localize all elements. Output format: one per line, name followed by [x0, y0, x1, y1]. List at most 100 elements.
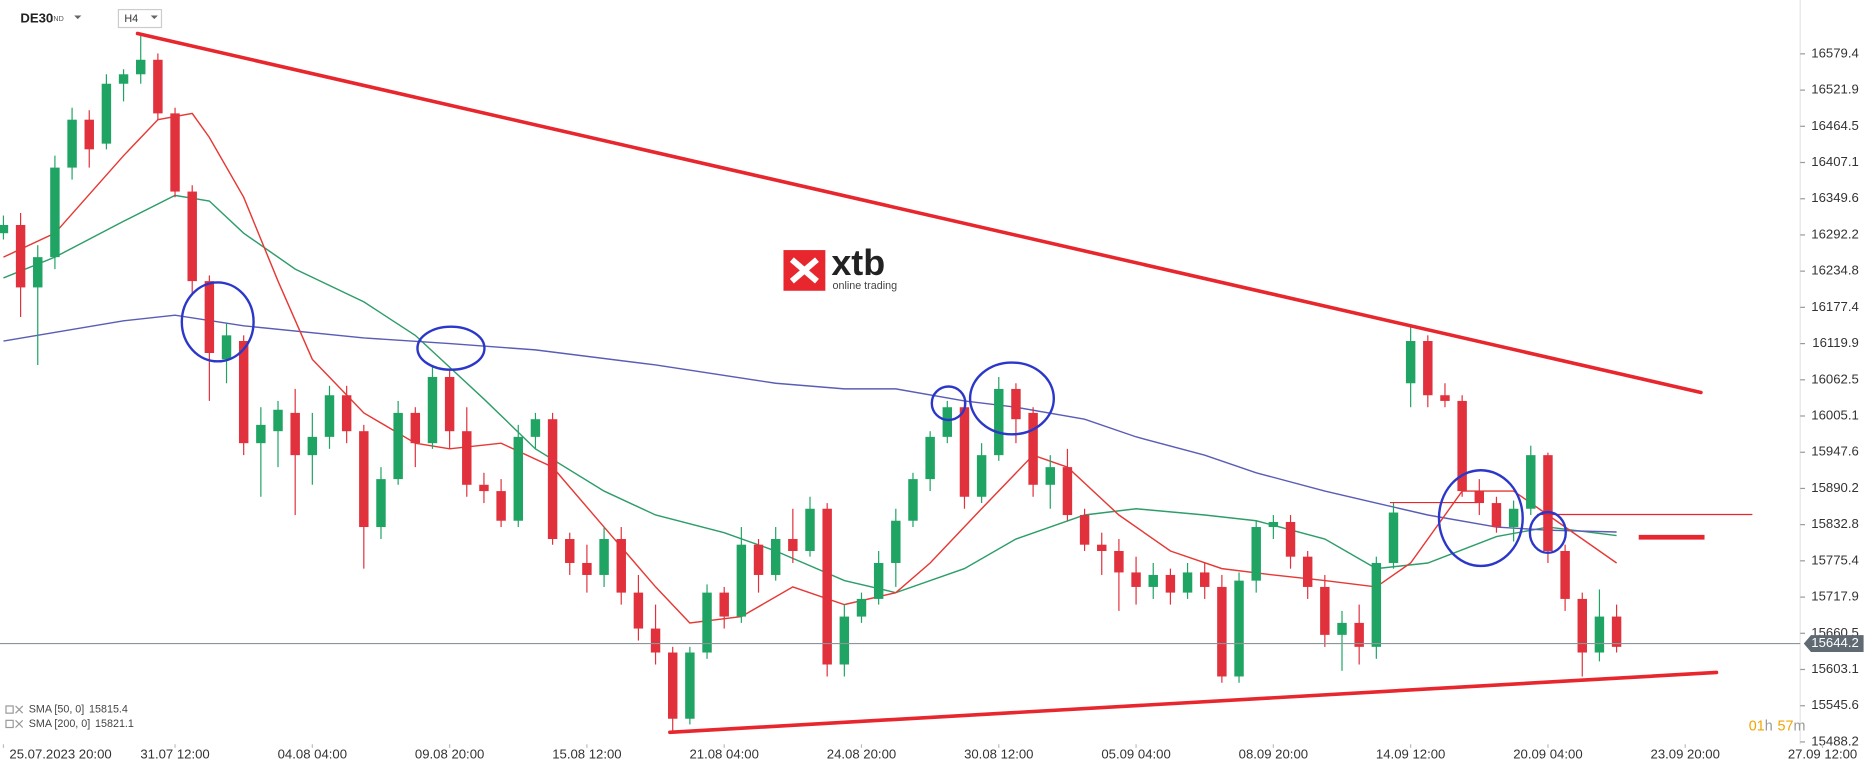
candle-body: [1474, 491, 1485, 504]
candle-body: [50, 167, 60, 258]
candle-body: [1131, 572, 1141, 587]
y-tick-label: 16292.2: [1811, 226, 1859, 241]
y-tick-label: 16349.6: [1811, 190, 1859, 205]
candle-body: [67, 119, 77, 168]
candle-body: [599, 539, 609, 575]
legend-value: 15815.4: [89, 703, 128, 715]
candle-body: [427, 376, 438, 444]
candle-body: [359, 431, 369, 528]
countdown-m: m: [1793, 718, 1805, 734]
candle-body: [565, 539, 575, 563]
candle-body: [1526, 455, 1536, 509]
y-tick-label: 16521.9: [1811, 82, 1859, 97]
candle-body: [1423, 341, 1433, 396]
candle-body: [891, 520, 901, 563]
candle-body: [685, 652, 695, 719]
candle-body: [1217, 586, 1227, 677]
symbol-dropdown[interactable]: [74, 15, 82, 20]
candle-body: [1045, 467, 1055, 485]
x-tick-label: 24.08 20:00: [827, 747, 896, 762]
candle-body: [1165, 574, 1176, 593]
timeframe-dropdown[interactable]: [150, 15, 158, 20]
candle-body: [1268, 521, 1279, 528]
y-tick-label: 16579.4: [1811, 45, 1859, 60]
candle-body: [770, 539, 781, 575]
x-tick-label: 30.08 12:00: [964, 747, 1033, 762]
candle-body: [1560, 550, 1570, 599]
candle-body: [702, 592, 712, 653]
legend-entry: SMA [50, 0] 15815.4: [29, 703, 128, 715]
y-tick-label: 16234.8: [1811, 263, 1859, 278]
candle-body: [101, 83, 112, 144]
highlight-circle: [1437, 469, 1524, 568]
x-tick-label: 15.08 12:00: [552, 747, 621, 762]
countdown-h: h: [1765, 718, 1773, 734]
x-tick-label: 20.09 04:00: [1513, 747, 1582, 762]
x-tick-label: 25.07.2023 20:00: [9, 747, 111, 762]
candle-body: [925, 436, 935, 480]
legend-remove: [15, 719, 24, 728]
candle-body: [1440, 395, 1450, 401]
x-tick-label: 09.08 20:00: [415, 747, 484, 762]
candle-body: [341, 395, 352, 432]
symbol[interactable]: DE30: [20, 11, 53, 26]
candle-body: [959, 407, 970, 497]
y-tick-label: 15717.9: [1811, 589, 1859, 604]
candle-body: [736, 544, 747, 617]
y-tick-label: 16062.5: [1811, 371, 1859, 386]
candle-body: [15, 224, 26, 288]
y-tick-label: 16464.5: [1811, 118, 1859, 133]
y-tick-label: 15947.6: [1811, 444, 1859, 459]
candle-body: [1251, 527, 1261, 581]
y-tick-label: 16005.1: [1811, 407, 1859, 422]
y-tick-label: 16177.4: [1811, 299, 1859, 314]
candle-body: [1594, 616, 1605, 653]
legend-name: SMA [200, 0]: [29, 718, 91, 730]
timeframe-box[interactable]: [117, 8, 163, 29]
timeframe[interactable]: H4: [124, 13, 138, 25]
candle-body: [1354, 622, 1364, 647]
x-tick-label: 31.07 12:00: [140, 747, 209, 762]
trend-line: [668, 670, 1719, 735]
y-tick-label: 15890.2: [1811, 480, 1859, 495]
candle-body: [908, 479, 918, 521]
candle-body: [616, 539, 626, 593]
candle-body: [1491, 503, 1502, 528]
candle-body: [84, 119, 94, 150]
x-tick-label: 21.08 04:00: [689, 747, 758, 762]
candle-body: [1337, 622, 1347, 635]
legend-icon: [5, 705, 14, 714]
candle-body: [410, 412, 421, 444]
candle-body: [856, 598, 867, 617]
candle-body: [118, 74, 129, 84]
candle-body: [376, 479, 386, 528]
x-tick-label: 05.09 04:00: [1101, 747, 1170, 762]
highlight-circle: [968, 361, 1056, 436]
y-tick-label: 16119.9: [1812, 335, 1859, 350]
candle-body: [668, 652, 678, 719]
candle-body: [1028, 412, 1038, 485]
countdown-hours: 01: [1749, 718, 1765, 734]
candle-body: [496, 491, 506, 521]
y-tick-label: 15775.4: [1811, 552, 1859, 567]
y-tick-label: 16407.1: [1811, 154, 1859, 169]
legend-value: 15821.1: [95, 718, 134, 730]
highlight-circle: [930, 385, 967, 422]
legend-remove: [15, 705, 24, 714]
x-tick-label: 27.09 12:00: [1788, 747, 1857, 762]
logo-subtext: online trading: [833, 280, 898, 292]
candle-body: [1611, 616, 1622, 647]
candle-body: [33, 257, 43, 288]
candle-body: [1577, 598, 1587, 653]
candle-body: [1285, 521, 1296, 557]
candle-body: [1011, 388, 1021, 420]
highlight-circle: [1528, 510, 1567, 555]
candle-body: [324, 395, 335, 437]
candle-body: [650, 628, 661, 653]
candle-body: [513, 436, 523, 521]
candle-body: [994, 388, 1004, 456]
candle-body: [1405, 341, 1416, 384]
y-tick-label: 15832.8: [1811, 516, 1859, 531]
